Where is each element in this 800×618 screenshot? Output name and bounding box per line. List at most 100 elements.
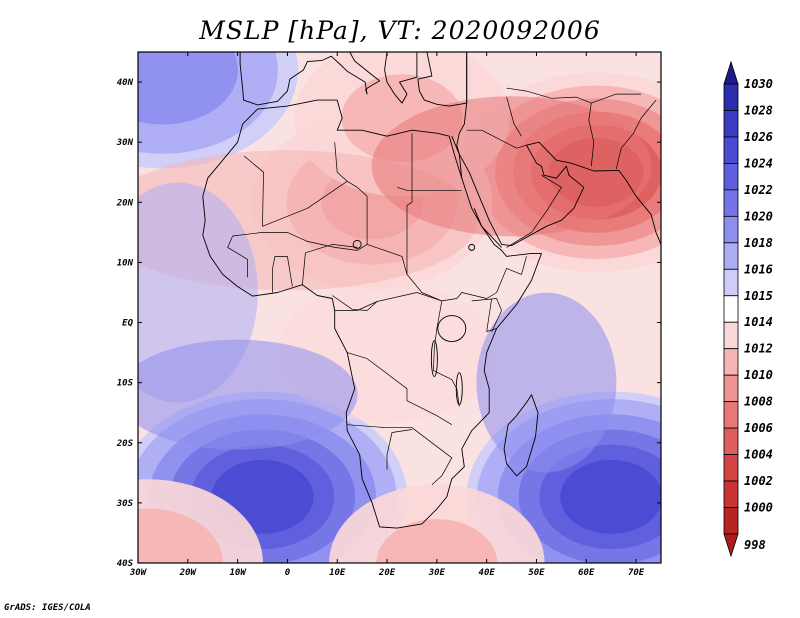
- lake-outline: [437, 315, 467, 342]
- colorbar-swatch: [723, 189, 739, 217]
- y-tick-label: 10N: [117, 258, 134, 268]
- x-tick-label: 20W: [179, 568, 198, 578]
- x-tick-label: 10W: [229, 568, 247, 578]
- colorbar-swatch: [723, 242, 739, 270]
- colorbar-label: 1026: [744, 130, 773, 144]
- colorbar-label: 1016: [744, 262, 773, 276]
- x-tick-label: 20E: [378, 568, 396, 578]
- colorbar-label: 1024: [744, 156, 773, 170]
- country-border: [396, 186, 462, 191]
- colorbar-swatch: [723, 110, 739, 138]
- colorbar-swatch: [723, 295, 739, 323]
- country-border: [347, 352, 452, 425]
- y-tick-label: 30S: [116, 499, 134, 509]
- country-border: [466, 129, 527, 149]
- coastlines: [202, 52, 661, 529]
- y-tick-label: 20N: [116, 198, 134, 208]
- country-border: [615, 99, 657, 170]
- colorbar-bottom-arrow: [723, 533, 739, 558]
- colorbar-swatch: [723, 454, 739, 482]
- colorbar-label: 998: [744, 538, 766, 552]
- arabia-coast: [456, 52, 661, 247]
- country-border: [227, 235, 248, 278]
- y-tick-label: 20S: [116, 439, 134, 449]
- x-tick-label: 0: [285, 568, 291, 578]
- country-border: [486, 299, 497, 332]
- country-border: [232, 196, 368, 251]
- colorbar-label: 1022: [744, 183, 773, 197]
- europe-coast: [239, 52, 381, 106]
- colorbar-swatch: [723, 374, 739, 403]
- lake-outline: [352, 239, 362, 249]
- balkans-coast: [384, 52, 418, 104]
- country-border: [506, 97, 522, 137]
- colorbar-swatch: [723, 163, 739, 191]
- colorbar-swatch: [723, 480, 739, 508]
- colorbar-label: 1028: [744, 103, 773, 117]
- country-border: [386, 429, 413, 470]
- country-border: [302, 244, 358, 285]
- colorbar-label: 1008: [744, 395, 773, 409]
- colorbar-swatch: [723, 136, 739, 164]
- country-border: [332, 295, 378, 311]
- country-border: [272, 256, 293, 293]
- colorbar-top-arrow: [723, 60, 739, 85]
- colorbar: 1030 1028 1026 1024 1022 1020 1018 1016 1015 1014…: [723, 60, 773, 558]
- colorbar-label: 1015: [744, 289, 773, 303]
- colorbar-swatch: [723, 321, 739, 350]
- country-border: [406, 256, 527, 302]
- x-tick-label: 50E: [528, 568, 545, 578]
- country-border: [506, 174, 562, 248]
- y-tick-label: 40S: [117, 559, 134, 569]
- y-tick-label: EQ: [122, 319, 133, 329]
- band-east-med: [371, 96, 652, 237]
- country-border: [588, 93, 642, 167]
- colorbar-label: 1014: [744, 315, 773, 329]
- country-border: [347, 424, 453, 486]
- y-axis: 40N 30N 20N 10N EQ 10S 20S 30S 40S: [116, 78, 661, 569]
- chart-title: MSLP [hPa], VT: 2020092006: [199, 16, 601, 45]
- colorbar-swatch: [723, 401, 739, 429]
- band-tropical-atlantic: [138, 339, 358, 450]
- x-tick-label: 30W: [129, 568, 148, 578]
- colorbar-label: 1004: [744, 448, 773, 462]
- y-tick-label: 30N: [116, 138, 134, 148]
- lake-outline: [455, 372, 463, 406]
- colorbar-swatch: [723, 348, 739, 376]
- x-tick-label: 10E: [329, 568, 346, 578]
- colorbar-label: 1020: [744, 209, 773, 223]
- colorbar-label: 1012: [744, 342, 773, 356]
- colorbar-label: 1006: [744, 421, 773, 435]
- turkey-coast: [417, 52, 468, 107]
- country-border: [406, 133, 413, 275]
- y-tick-label: 10S: [117, 379, 134, 389]
- colorbar-swatch: [723, 83, 739, 111]
- colorbar-swatch: [723, 268, 739, 297]
- colorbar-swatch: [723, 215, 739, 244]
- x-tick-label: 60E: [578, 568, 595, 578]
- red-sea-coast: [451, 135, 502, 248]
- colorbar-label: 1010: [744, 368, 773, 382]
- country-border: [366, 244, 408, 275]
- lake-outline: [430, 340, 438, 378]
- plot-frame: [137, 51, 662, 564]
- country-border: [506, 87, 592, 104]
- field-feature-low-southern-ocean-east: [329, 484, 545, 563]
- x-axis: 30W 20W 10W 0 10E 20E 30E 40E 50E 60E 70E: [129, 52, 645, 578]
- credit-label: GrADS: IGES/COLA: [4, 603, 91, 613]
- colorbar-label: 1000: [744, 501, 773, 515]
- africa-coast: [202, 99, 542, 529]
- country-border: [471, 298, 502, 333]
- lake-outline: [468, 243, 476, 251]
- country-border: [334, 142, 348, 182]
- pressure-field: [138, 52, 661, 563]
- band-indian-ridge: [476, 292, 617, 473]
- colorbar-label: 1018: [744, 236, 773, 250]
- madagascar-coast: [503, 394, 539, 477]
- colorbar-swatch: [723, 507, 739, 535]
- country-border: [357, 292, 460, 407]
- colorbar-label: 1030: [744, 77, 773, 91]
- colorbar-label: 1002: [744, 474, 773, 488]
- x-tick-label: 30E: [428, 568, 446, 578]
